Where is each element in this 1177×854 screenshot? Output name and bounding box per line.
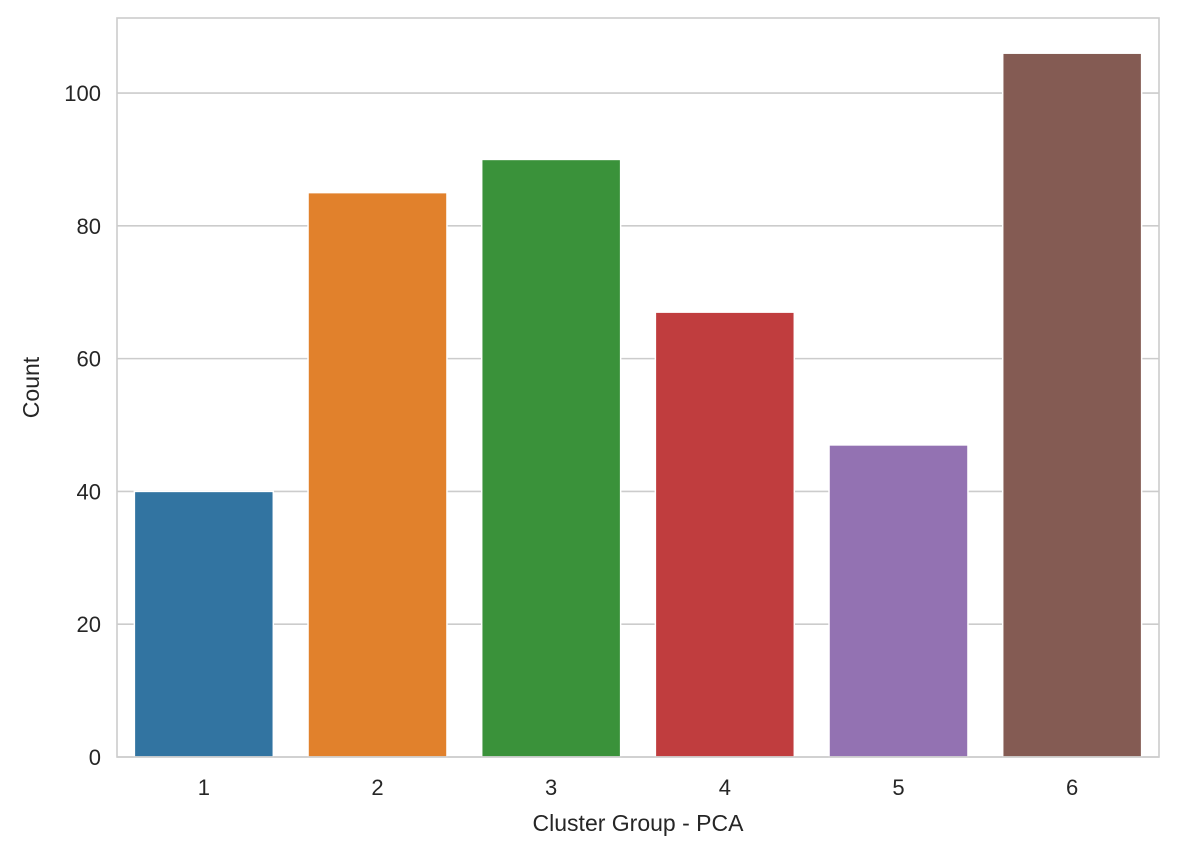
y-axis-label: Count (18, 356, 44, 418)
x-tick-label: 5 (892, 775, 904, 800)
y-tick-label: 20 (77, 612, 101, 637)
bar-6 (1001, 52, 1143, 758)
bar-5 (828, 444, 969, 758)
bar-3 (480, 158, 622, 758)
x-tick-label: 4 (719, 775, 731, 800)
x-tick-label: 2 (371, 775, 383, 800)
y-tick-label: 40 (77, 479, 101, 504)
y-tick-label: 100 (64, 81, 101, 106)
y-tick-label: 60 (77, 347, 101, 372)
x-axis-label: Cluster Group - PCA (533, 810, 745, 836)
bars (133, 52, 1143, 758)
y-tick-label: 0 (89, 745, 101, 770)
x-tick-label: 6 (1066, 775, 1078, 800)
bar-4 (654, 311, 796, 758)
bar-1 (133, 490, 275, 758)
plot-frame (116, 17, 1160, 758)
x-tick-labels: 1 2 3 4 5 6 (198, 775, 1079, 800)
y-tick-labels: 0 20 40 60 80 100 (64, 81, 101, 770)
y-tick-label: 80 (77, 214, 101, 239)
bar-2 (307, 191, 448, 758)
x-tick-label: 3 (545, 775, 557, 800)
x-tick-label: 1 (198, 775, 210, 800)
